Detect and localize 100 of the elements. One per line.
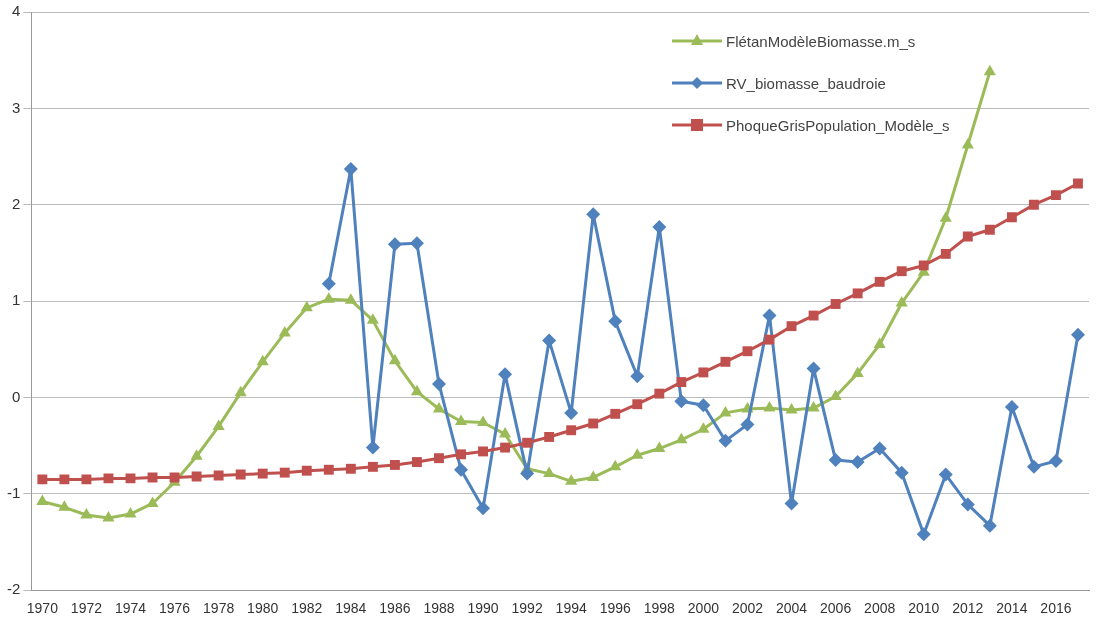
point xyxy=(762,308,777,323)
y-tick-label: 1 xyxy=(11,291,21,309)
point xyxy=(234,385,247,397)
point xyxy=(895,296,908,307)
x-tick-label: 2016 xyxy=(1040,600,1072,617)
point xyxy=(785,402,798,414)
point xyxy=(59,474,70,485)
point xyxy=(652,219,667,234)
x-tick-label: 1994 xyxy=(555,600,587,617)
point xyxy=(653,441,666,453)
point xyxy=(344,293,357,304)
point xyxy=(962,231,973,242)
x-tick-label: 1974 xyxy=(114,600,147,617)
point xyxy=(58,500,71,511)
point xyxy=(190,449,203,460)
point xyxy=(872,441,887,456)
point xyxy=(939,211,952,222)
point xyxy=(278,325,291,337)
x-tick-label: 1992 xyxy=(511,600,543,617)
x-tick-label: 1990 xyxy=(467,600,499,617)
x-tick-label: 1980 xyxy=(247,600,279,617)
point xyxy=(566,425,577,436)
point xyxy=(409,236,424,251)
point xyxy=(984,224,995,235)
point xyxy=(610,408,621,419)
point xyxy=(632,399,643,410)
point xyxy=(542,333,557,348)
point xyxy=(698,367,709,378)
point xyxy=(478,446,488,457)
point xyxy=(808,310,819,321)
point xyxy=(1006,212,1017,223)
point xyxy=(388,353,401,365)
point xyxy=(1026,459,1041,474)
x-tick-label: 2012 xyxy=(952,600,984,617)
point xyxy=(894,465,909,480)
point xyxy=(476,415,490,427)
point xyxy=(367,461,378,472)
point xyxy=(389,459,400,470)
point xyxy=(786,321,797,332)
point xyxy=(81,474,92,485)
point xyxy=(830,299,841,309)
y-tick-label: 0 xyxy=(11,387,21,405)
point xyxy=(366,313,379,324)
y-tick-label: -2 xyxy=(6,580,21,598)
point xyxy=(940,248,951,259)
point xyxy=(323,464,334,475)
point xyxy=(476,501,491,516)
point xyxy=(631,448,644,459)
y-tick-label: -1 xyxy=(6,483,21,501)
point xyxy=(36,494,49,506)
point xyxy=(719,405,732,417)
legend-label: PhoqueGrisPopulation_Modèle_s xyxy=(726,116,950,134)
point xyxy=(806,361,821,376)
point xyxy=(918,260,929,271)
point xyxy=(125,473,136,484)
point xyxy=(828,453,843,468)
point xyxy=(301,465,312,476)
point xyxy=(784,496,799,511)
point xyxy=(938,467,953,482)
point xyxy=(916,527,931,542)
point xyxy=(763,401,776,412)
point xyxy=(454,462,469,477)
x-tick-label: 1972 xyxy=(70,600,103,617)
point xyxy=(674,394,689,409)
point xyxy=(520,466,535,481)
point xyxy=(544,432,555,442)
x-tick-label: 2014 xyxy=(996,600,1028,617)
point xyxy=(1051,190,1061,201)
point xyxy=(103,473,114,484)
point xyxy=(257,468,268,479)
point xyxy=(896,266,907,277)
point xyxy=(654,388,665,399)
point xyxy=(764,334,775,345)
point xyxy=(740,417,755,432)
point xyxy=(80,508,93,519)
point xyxy=(235,469,246,480)
point xyxy=(588,418,599,429)
x-tick-label: 1998 xyxy=(643,600,676,617)
point xyxy=(720,356,731,367)
point xyxy=(213,470,224,481)
point xyxy=(742,346,753,357)
point xyxy=(434,453,444,464)
x-tick-label: 1970 xyxy=(26,600,59,617)
legend-label: RV_biomasse_baudroie xyxy=(726,74,886,92)
point xyxy=(37,474,48,485)
point xyxy=(365,440,380,455)
point xyxy=(387,237,402,252)
x-tick-label: 2006 xyxy=(820,600,852,617)
x-tick-label: 1996 xyxy=(599,600,632,617)
point xyxy=(807,401,820,412)
point xyxy=(852,288,863,299)
point xyxy=(410,384,424,396)
point xyxy=(1070,327,1085,342)
x-tick-label: 2008 xyxy=(864,600,896,617)
point xyxy=(565,474,578,485)
point xyxy=(212,419,225,430)
point xyxy=(345,463,356,474)
point xyxy=(983,64,996,76)
point xyxy=(609,459,622,471)
point xyxy=(191,471,202,482)
